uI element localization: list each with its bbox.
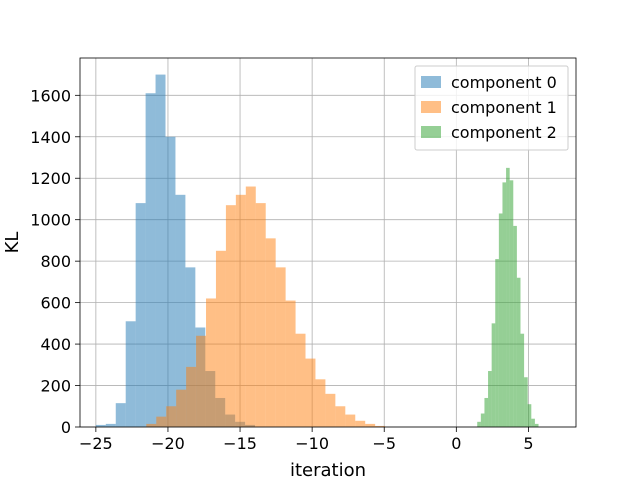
plot-area-frame [79,57,577,428]
legend-label-component-2: component 2 [451,123,557,142]
histogram-bars [95,74,539,428]
histogram-bar-component-1 [345,414,356,427]
histogram-bar-component-1 [325,393,336,427]
histogram-bar-component-1 [156,416,167,427]
histogram-bar-component-2 [484,397,489,427]
histogram-bar-component-1 [146,423,157,427]
histogram-bar-component-2 [534,423,539,427]
histogram-bar-component-0 [125,321,136,427]
x-tick-label: −25 [79,434,113,453]
histogram-bar-component-1 [375,425,386,427]
y-axis-ticks: 0 200 400 600 800 1000 1200 1400 1600 [30,86,80,437]
histogram-bar-component-1 [275,267,286,427]
histogram-bar-component-2 [516,277,521,427]
legend-swatch-component-1 [421,101,441,113]
histogram-bar-component-2 [480,413,485,427]
y-tick-label: 800 [40,252,71,271]
histogram-bar-component-1 [225,205,236,427]
histogram-bar-component-2 [498,213,503,427]
y-tick-label: 600 [40,294,71,313]
histogram-bar-component-2 [513,225,517,427]
histogram-bar-component-0 [175,194,186,427]
y-tick-label: 200 [40,377,71,396]
x-tick-label: −20 [151,434,185,453]
histogram-bar-component-2 [506,167,510,427]
histogram-bar-component-2 [524,377,528,427]
histogram-bar-component-2 [531,418,535,427]
x-tick-label: −15 [223,434,257,453]
histogram-bar-component-1 [365,423,376,427]
histogram-bar-component-1 [255,203,266,427]
histogram-bar-component-2 [502,182,507,427]
histogram-bar-component-0 [165,136,176,428]
y-tick-label: 1400 [30,128,71,147]
histogram-bar-component-0 [105,423,116,427]
histogram-bar-component-0 [95,424,106,427]
x-axis-label: iteration [290,460,366,480]
x-tick-label: 5 [523,434,533,453]
histogram-bar-component-1 [186,366,197,427]
histogram-bar-component-1 [245,186,256,427]
histogram-bar-component-1 [285,300,296,427]
histogram-bar-component-1 [315,379,326,427]
y-tick-label: 0 [61,418,71,437]
histogram-bar-component-0 [135,203,146,427]
y-axis-label: KL [2,232,23,254]
y-tick-label: 1200 [30,169,71,188]
histogram-bar-component-0 [115,403,126,427]
histogram-bar-component-1 [335,406,346,427]
histogram-bar-component-2 [527,404,532,427]
histogram-bar-component-2 [488,371,492,427]
histogram-bar-component-0 [155,74,166,428]
legend-box [414,65,569,151]
histogram-bar-component-1 [355,420,366,427]
x-tick-label: −10 [295,434,329,453]
histogram-bar-component-2 [509,180,514,427]
histogram-bar-component-0 [185,267,196,427]
legend-swatch-component-2 [421,126,441,138]
histogram-bar-component-1 [305,358,316,427]
x-tick-label: 0 [451,434,461,453]
histogram-bar-component-1 [265,238,276,427]
histogram-bar-component-1 [196,335,207,427]
legend-swatch-component-0 [421,76,441,88]
histogram-bar-component-1 [166,406,177,427]
histogram-bar-component-1 [206,298,216,427]
y-tick-label: 400 [40,335,71,354]
histogram-bar-component-1 [215,250,226,427]
histogram-bar-component-2 [477,421,481,427]
legend-label-component-1: component 1 [451,98,557,117]
histogram-bar-component-2 [495,259,499,427]
histogram-bar-component-1 [176,389,187,427]
histogram-bar-component-1 [235,194,246,427]
histogram-bar-component-0 [145,93,156,427]
x-tick-label: −5 [372,434,396,453]
legend-label-component-0: component 0 [451,73,557,92]
histogram-bar-component-2 [520,333,525,427]
x-axis-ticks: −25 −20 −15 −10 −5 0 5 [79,427,534,453]
legend: component 0 component 1 component 2 [414,65,569,151]
histogram-bar-component-1 [295,333,306,427]
y-tick-label: 1000 [30,211,71,230]
y-tick-label: 1600 [30,86,71,105]
histogram-bar-component-2 [491,323,496,427]
